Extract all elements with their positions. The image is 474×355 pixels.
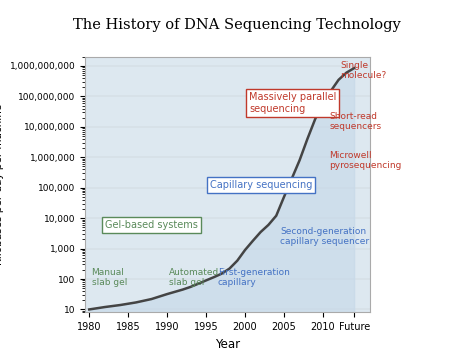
- Text: Manual
slab gel: Manual slab gel: [91, 268, 127, 287]
- Text: Gel-based systems: Gel-based systems: [105, 220, 198, 230]
- X-axis label: Year: Year: [215, 338, 240, 351]
- Y-axis label: Kilobases per day per machine: Kilobases per day per machine: [0, 104, 4, 265]
- Text: Automated
slab gel: Automated slab gel: [169, 268, 219, 287]
- Text: The History of DNA Sequencing Technology: The History of DNA Sequencing Technology: [73, 18, 401, 32]
- Text: Microwell
pyrosequencing: Microwell pyrosequencing: [329, 151, 401, 170]
- Text: Single
molecule?: Single molecule?: [340, 61, 386, 80]
- Text: First-generation
capillary: First-generation capillary: [218, 268, 290, 287]
- Text: Capillary sequencing: Capillary sequencing: [210, 180, 312, 190]
- Text: Second-generation
capillary sequencer: Second-generation capillary sequencer: [280, 227, 369, 246]
- Text: Massively parallel
sequencing: Massively parallel sequencing: [249, 92, 337, 114]
- Text: Short-read
sequencers: Short-read sequencers: [329, 112, 381, 131]
